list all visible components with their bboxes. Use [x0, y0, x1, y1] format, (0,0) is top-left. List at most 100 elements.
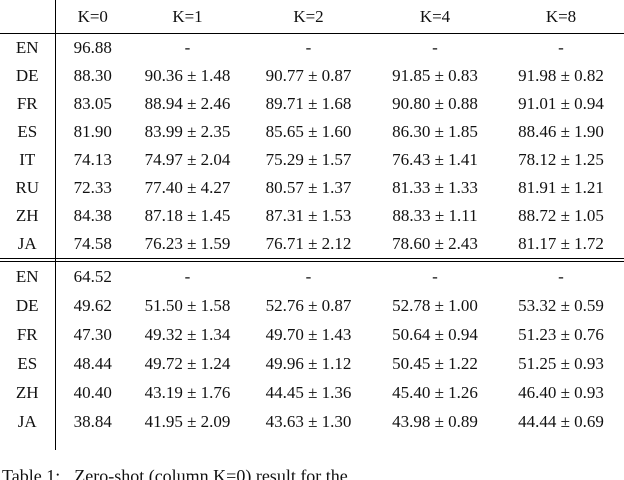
table-row: IT 74.13 74.97 ± 2.04 75.29 ± 1.57 76.43 ± 1… [0, 146, 624, 174]
table-cell: 88.46 ± 1.90 [518, 122, 604, 141]
table-cell: 81.17 ± 1.72 [518, 234, 604, 253]
table-cell: - [432, 266, 438, 286]
table-cell: 87.18 ± 1.45 [144, 206, 231, 225]
table-cell: 84.38 [54, 202, 130, 230]
table-cell: - [305, 266, 312, 286]
table-cell: 90.36 ± 1.48 [144, 66, 231, 85]
table-cell: 38.84 [54, 407, 130, 436]
table-block-1: EN 96.88 - - - - DE 88.30 90.36 ± 1.48 90.77 ± 0.… [0, 33, 624, 259]
table-cell: 74.58 [54, 230, 130, 259]
table-cell: 77.40 ± 4.27 [144, 178, 231, 197]
tail-cell [0, 436, 55, 450]
table-cell: - [558, 266, 564, 286]
table-cell: 76.43 ± 1.41 [392, 150, 478, 169]
table-cell: 47.30 [54, 320, 130, 349]
table-cell: 74.13 [54, 146, 130, 174]
row-label: ES [17, 353, 38, 373]
table-cell: 76.71 ± 2.12 [265, 234, 352, 253]
header-cell-k4: K=4 [372, 0, 498, 34]
row-label: DE [15, 295, 39, 315]
table-cell: 90.80 ± 0.88 [392, 94, 478, 113]
table-row: ZH 84.38 87.18 ± 1.45 87.31 ± 1.53 88.33 ± 1… [0, 202, 624, 230]
table-cell: 91.01 ± 0.94 [518, 94, 604, 113]
table-cell: - [184, 266, 191, 286]
block-separator-double-rule [0, 258, 624, 262]
table-cell: 43.19 ± 1.76 [144, 382, 231, 402]
table-cell: - [305, 38, 312, 57]
table-cell: 53.32 ± 0.59 [518, 295, 604, 315]
table-cell: 86.30 ± 1.85 [392, 122, 478, 141]
table-cell: 49.32 ± 1.34 [144, 324, 231, 344]
table-cell: 49.70 ± 1.43 [265, 324, 352, 344]
table-cell: 75.29 ± 1.57 [265, 150, 352, 169]
table-cell: 88.72 ± 1.05 [518, 206, 604, 225]
table-cell: 88.33 ± 1.11 [392, 206, 478, 225]
table-row: JA 74.58 76.23 ± 1.59 76.71 ± 2.12 78.60 ± 2… [0, 230, 624, 259]
table-cell: 88.94 ± 2.46 [144, 94, 231, 113]
table-cell: 89.71 ± 1.68 [265, 94, 352, 113]
separator-row [0, 258, 624, 262]
table-cell: 50.64 ± 0.94 [392, 324, 478, 344]
table-row: DE 88.30 90.36 ± 1.48 90.77 ± 0.87 91.85 ± 0… [0, 62, 624, 90]
table-tail [0, 436, 624, 450]
table-row: ZH 40.40 43.19 ± 1.76 44.45 ± 1.36 45.40 ± 1… [0, 378, 624, 407]
row-label: EN [15, 38, 39, 57]
header-cell-k8: K=8 [498, 0, 624, 34]
header-cell-k0: K=0 [54, 0, 130, 34]
row-label: JA [17, 234, 37, 253]
caption-label: Table 1: [2, 466, 61, 480]
table-cell: 43.63 ± 1.30 [265, 411, 352, 431]
row-label: RU [15, 178, 40, 197]
table-cell: 91.98 ± 0.82 [518, 66, 604, 85]
table-cell: 48.44 [54, 349, 130, 378]
table-row: EN 96.88 - - - - [0, 33, 624, 62]
header-row: K=0 K=1 K=2 K=4 K=8 [0, 0, 624, 34]
separator-cell [54, 258, 624, 262]
table-cell: 90.77 ± 0.87 [265, 66, 352, 85]
table-cell: 85.65 ± 1.60 [265, 122, 352, 141]
table-cell: 49.62 [54, 291, 130, 320]
table-cell: 43.98 ± 0.89 [392, 411, 478, 431]
table-row: EN 64.52 - - - - [0, 261, 624, 291]
row-label: JA [17, 411, 37, 431]
table-cell: 49.96 ± 1.12 [265, 353, 352, 373]
table-cell: 44.45 ± 1.36 [265, 382, 352, 402]
table-cell: 45.40 ± 1.26 [392, 382, 478, 402]
results-table: K=0 K=1 K=2 K=4 K=8 EN 96.88 - - - - DE 88.30 90… [0, 0, 624, 450]
table-cell: 91.85 ± 0.83 [392, 66, 478, 85]
table-block-2: EN 64.52 - - - - DE 49.62 51.50 ± 1.58 52.76 ± 0.… [0, 261, 624, 436]
table-cell: - [558, 38, 564, 57]
table-cell: 83.05 [54, 90, 130, 118]
row-label: EN [15, 266, 39, 286]
table-cell: 81.91 ± 1.21 [518, 178, 604, 197]
caption-body: Zero-shot (column K=0) result for the [74, 466, 348, 480]
table-cell: 78.60 ± 2.43 [392, 234, 478, 253]
table-row: ES 81.90 83.99 ± 2.35 85.65 ± 1.60 86.30 ± 1… [0, 118, 624, 146]
table-header: K=0 K=1 K=2 K=4 K=8 [0, 0, 624, 34]
header-cell-k1: K=1 [130, 0, 245, 34]
row-label: IT [19, 150, 36, 169]
table-cell: 51.25 ± 0.93 [518, 353, 604, 373]
row-label: ES [17, 122, 38, 141]
table-cell: 76.23 ± 1.59 [144, 234, 231, 253]
table-cell: - [432, 38, 438, 57]
table-cell: 52.78 ± 1.00 [392, 295, 478, 315]
table-row: DE 49.62 51.50 ± 1.58 52.76 ± 0.87 52.78 ± 1… [0, 291, 624, 320]
table-cell: 44.44 ± 0.69 [518, 411, 604, 431]
table-cell: 81.33 ± 1.33 [392, 178, 478, 197]
table-cell: 50.45 ± 1.22 [392, 353, 478, 373]
header-cell-k2: K=2 [245, 0, 372, 34]
table-cell: 40.40 [54, 378, 130, 407]
tail-row [0, 436, 624, 450]
row-label: FR [16, 94, 38, 113]
separator-cell [0, 258, 55, 262]
table-cell: 78.12 ± 1.25 [518, 150, 604, 169]
table-cell: 74.97 ± 2.04 [144, 150, 231, 169]
table-cell: 49.72 ± 1.24 [144, 353, 231, 373]
table-cell: 52.76 ± 0.87 [265, 295, 352, 315]
table-row: RU 72.33 77.40 ± 4.27 80.57 ± 1.37 81.33 ± 1… [0, 174, 624, 202]
row-label: DE [15, 66, 39, 85]
row-label: ZH [15, 206, 39, 225]
row-label: FR [16, 324, 38, 344]
table-row: JA 38.84 41.95 ± 2.09 43.63 ± 1.30 43.98 ± 0… [0, 407, 624, 436]
